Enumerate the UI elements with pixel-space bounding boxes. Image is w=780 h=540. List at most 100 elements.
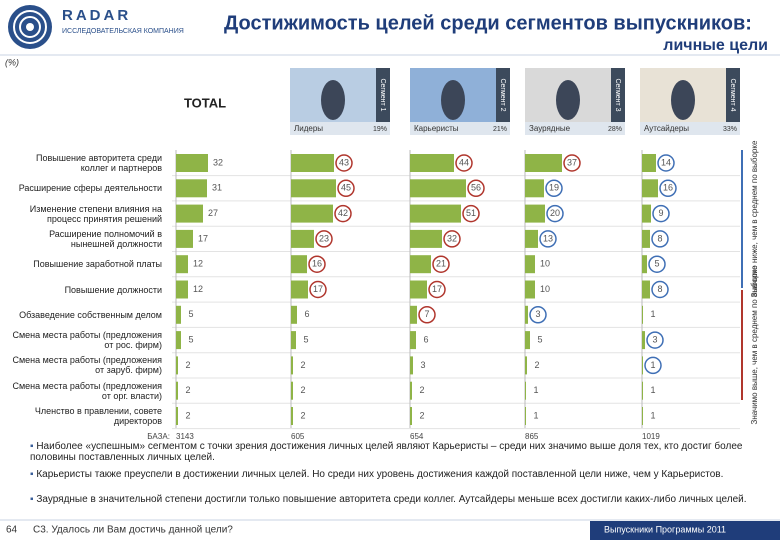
value-label: 3	[535, 309, 540, 319]
bar	[525, 154, 562, 172]
value-label: 17	[313, 284, 323, 294]
bar	[642, 331, 645, 350]
segment-share: 28%	[608, 126, 622, 133]
value-label: 19	[549, 183, 559, 193]
segment-name: Карьеристы	[414, 124, 459, 133]
category-label: Членство в правлении, совете директоров	[34, 406, 162, 426]
bar	[291, 204, 333, 223]
bar	[410, 179, 466, 198]
value-label: 37	[567, 157, 577, 167]
value-label: 32	[213, 157, 223, 167]
value-label: 2	[185, 410, 190, 420]
category-label: Повышение заработной платы	[33, 259, 162, 270]
segment-figure	[556, 80, 580, 120]
significance-circle	[315, 230, 333, 248]
value-label: 31	[212, 183, 222, 193]
value-label: 1	[650, 410, 655, 420]
bar	[410, 280, 427, 299]
base-label: БАЗА:	[147, 432, 170, 441]
bar	[176, 356, 178, 375]
value-label: 5	[188, 334, 193, 344]
value-label: 12	[193, 284, 203, 294]
legend-label: Значимо выше, чем в среднем по выборке	[750, 265, 759, 425]
bar	[176, 255, 188, 274]
bar	[176, 179, 207, 198]
base-value: 865	[525, 432, 539, 441]
value-label: 3	[652, 334, 657, 344]
significance-circle	[648, 255, 666, 273]
significance-circle	[337, 179, 355, 198]
bar	[176, 280, 188, 299]
value-label: 5	[537, 334, 542, 344]
program: Выпускники Программы 2011	[604, 524, 726, 534]
bar	[642, 381, 643, 400]
bar	[291, 229, 314, 248]
significance-circle	[418, 306, 436, 324]
value-label: 12	[193, 259, 203, 269]
value-label: 23	[319, 233, 329, 243]
value-label: 16	[663, 183, 673, 193]
note: Заурядные в значительной степени достигл…	[30, 494, 765, 505]
note: Карьеристы также преуспели в достижении …	[30, 469, 765, 480]
significance-circle	[545, 179, 563, 198]
segment-strip	[376, 68, 390, 122]
segment-number: Сегмент 4	[729, 78, 736, 111]
value-label: 2	[185, 385, 190, 395]
value-label: 10	[540, 259, 550, 269]
bar	[642, 154, 656, 172]
bar	[642, 255, 647, 274]
bar	[525, 331, 530, 350]
category-label: Смена места работы (предложения от рос. …	[12, 330, 162, 351]
segment-share: 21%	[493, 126, 507, 133]
value-label: 2	[419, 410, 424, 420]
value-label: 8	[657, 284, 662, 294]
value-label: 51	[466, 208, 476, 218]
category-label: Расширение полномочий в нынешней должнос…	[49, 228, 162, 249]
value-label: 45	[341, 183, 351, 193]
bar	[410, 356, 413, 375]
bar	[176, 381, 178, 400]
bar	[291, 255, 307, 274]
bar	[176, 305, 181, 324]
brand: RADAR	[62, 7, 131, 24]
significance-circle	[428, 280, 446, 299]
bar	[410, 204, 461, 223]
value-label: 5	[188, 309, 193, 319]
segment-number: Сегмент 1	[379, 78, 386, 111]
segment-share: 19%	[373, 126, 387, 133]
significance-circle	[657, 154, 675, 172]
bar	[291, 407, 293, 425]
segment-name: Аутсайдеры	[644, 124, 689, 133]
value-label: 1	[650, 360, 655, 370]
significance-circle	[539, 230, 557, 248]
value-label: 2	[185, 360, 190, 370]
value-label: 32	[447, 233, 457, 243]
bar	[642, 356, 643, 375]
significance-circle	[334, 204, 352, 223]
significance-circle	[462, 204, 480, 223]
bar	[525, 179, 544, 198]
segment-strip	[496, 68, 510, 122]
unit: (%)	[5, 57, 19, 67]
value-label: 13	[543, 233, 553, 243]
base-value: 3143	[176, 432, 194, 441]
value-label: 1	[650, 385, 655, 395]
panel-title: TOTAL	[184, 95, 226, 110]
segment-share: 33%	[723, 126, 737, 133]
segment-number: Сегмент 3	[614, 78, 621, 111]
significance-circle	[644, 356, 662, 375]
value-label: 21	[436, 259, 446, 269]
value-label: 2	[300, 410, 305, 420]
logo	[8, 5, 52, 49]
bar	[642, 204, 651, 223]
bar	[410, 331, 416, 350]
question: С3. Удалось ли Вам достичь данной цели?	[33, 525, 233, 536]
significance-circle	[546, 204, 564, 223]
bar	[410, 255, 431, 274]
significance-circle	[659, 179, 677, 198]
bar	[642, 305, 643, 324]
bar	[525, 381, 526, 400]
bar	[291, 381, 293, 400]
value-label: 6	[304, 309, 309, 319]
